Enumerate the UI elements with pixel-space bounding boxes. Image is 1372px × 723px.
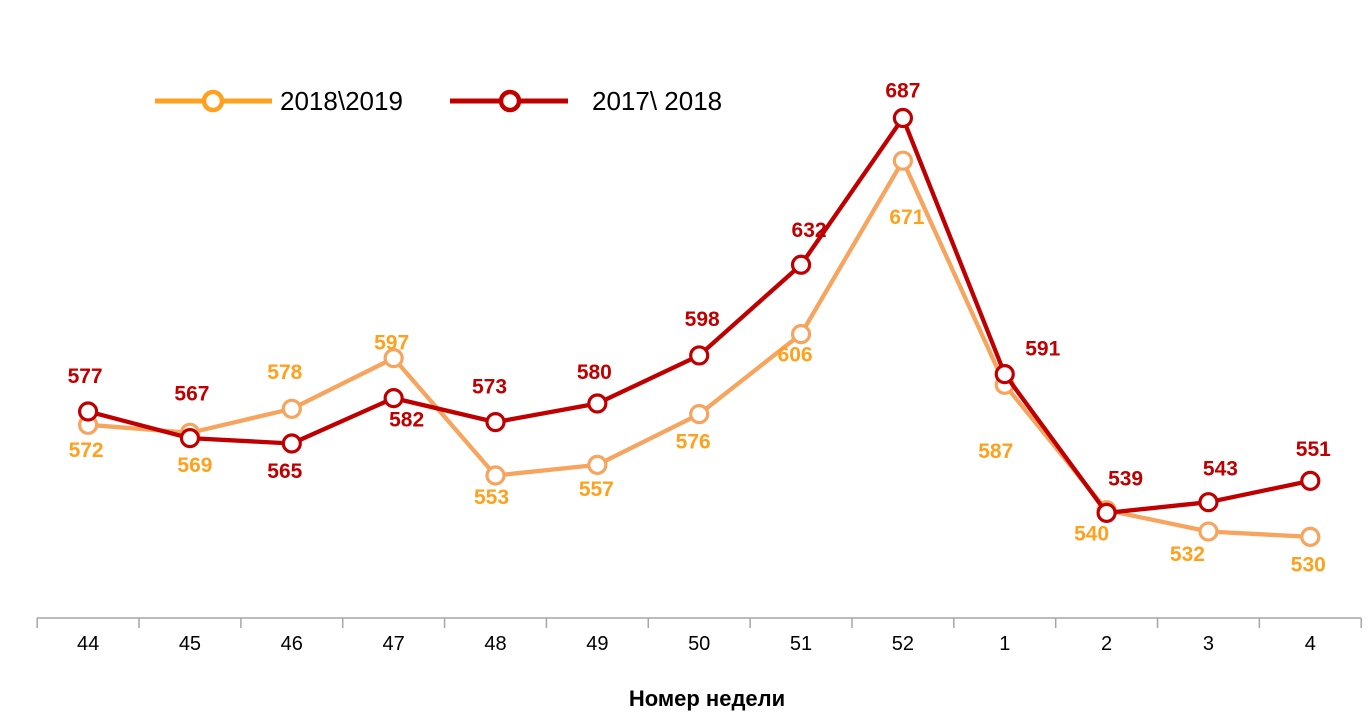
data-point-marker [994, 364, 1015, 385]
x-axis-tick-label: 46 [281, 633, 303, 655]
x-axis-tick-label: 49 [586, 633, 608, 655]
x-axis: 44 45 46 47 48 49 50 51 52 1 2 3 4 Номер недели [36, 617, 1362, 711]
x-axis-tick-label: 45 [179, 633, 201, 655]
data-point-label: 543 [1203, 458, 1238, 481]
data-point-label: 557 [579, 478, 614, 501]
legend: 2018\2019 2017\ 2018 [155, 86, 722, 116]
legend-marker-2018-2019 [201, 89, 225, 113]
data-point-label: 687 [885, 79, 920, 102]
data-point-marker [587, 393, 608, 414]
data-point-label: 597 [374, 332, 409, 355]
data-point-label: 606 [778, 344, 813, 367]
data-point-label: 591 [1025, 338, 1060, 361]
x-axis-tick-label: 44 [77, 633, 99, 655]
x-axis-tick-label: 52 [892, 633, 914, 655]
data-point-marker [281, 433, 302, 454]
x-axis-tick-label: 50 [688, 633, 710, 655]
data-point-marker [1300, 526, 1321, 547]
x-axis-tick-label: 1 [999, 633, 1010, 655]
data-point-marker [689, 404, 710, 425]
data-point-marker [281, 398, 302, 419]
data-point-label: 540 [1074, 523, 1109, 546]
data-point-marker [1198, 492, 1219, 513]
data-point-marker [689, 345, 710, 366]
data-point-label: 572 [69, 439, 104, 462]
data-point-label: 565 [267, 460, 302, 483]
legend-item-2017-2018: 2017\ 2018 [450, 86, 722, 116]
plot-area: 572 569 578 597 553 557 576 606 671 587 540 532 530 5… [68, 79, 1332, 576]
legend-marker-2017-2018 [498, 89, 522, 113]
data-point-marker [485, 465, 506, 486]
x-axis-tick-labels: 44 45 46 47 48 49 50 51 52 1 2 3 4 [77, 633, 1316, 655]
legend-item-2018-2019: 2018\2019 [155, 86, 403, 116]
data-point-label: 567 [174, 383, 209, 406]
legend-label-2017-2018: 2017\ 2018 [592, 86, 722, 116]
data-point-label: 632 [792, 219, 827, 242]
data-point-marker [1198, 521, 1219, 542]
x-axis-tick-label: 51 [790, 633, 812, 655]
data-point-marker [179, 428, 201, 449]
data-point-label: 577 [68, 365, 103, 388]
data-point-label: 576 [676, 431, 711, 454]
data-point-label: 553 [474, 486, 509, 509]
data-point-marker [790, 324, 812, 345]
x-axis-tick-label: 47 [383, 633, 405, 655]
x-axis-tick-label: 3 [1203, 633, 1214, 655]
data-point-label: 587 [978, 440, 1013, 463]
data-point-marker [383, 388, 404, 409]
data-point-label: 530 [1291, 553, 1326, 576]
data-point-label: 580 [577, 361, 612, 384]
x-axis-tick-label: 48 [484, 633, 506, 655]
legend-label-2018-2019: 2018\2019 [280, 86, 403, 116]
x-axis-ticks [36, 618, 1362, 628]
data-point-label: 569 [177, 454, 212, 477]
data-point-label: 539 [1108, 467, 1143, 490]
data-point-marker [892, 150, 914, 171]
data-point-label: 582 [389, 409, 424, 432]
data-point-marker [485, 412, 506, 433]
data-point-label: 671 [889, 206, 924, 229]
data-point-label: 578 [267, 361, 302, 384]
x-axis-title: Номер недели [629, 686, 785, 711]
data-point-marker [383, 348, 404, 369]
data-point-label: 573 [472, 376, 507, 399]
data-point-marker [790, 254, 812, 275]
data-point-marker [1096, 502, 1117, 523]
data-point-marker [77, 401, 99, 422]
x-axis-tick-label: 2 [1101, 633, 1112, 655]
data-point-marker [892, 107, 914, 129]
data-point-label: 551 [1296, 438, 1331, 461]
x-axis-tick-label: 4 [1305, 633, 1316, 655]
data-point-label: 532 [1170, 543, 1205, 566]
data-point-marker [587, 454, 608, 475]
data-point-label: 598 [685, 308, 720, 331]
data-point-marker [1300, 470, 1321, 491]
